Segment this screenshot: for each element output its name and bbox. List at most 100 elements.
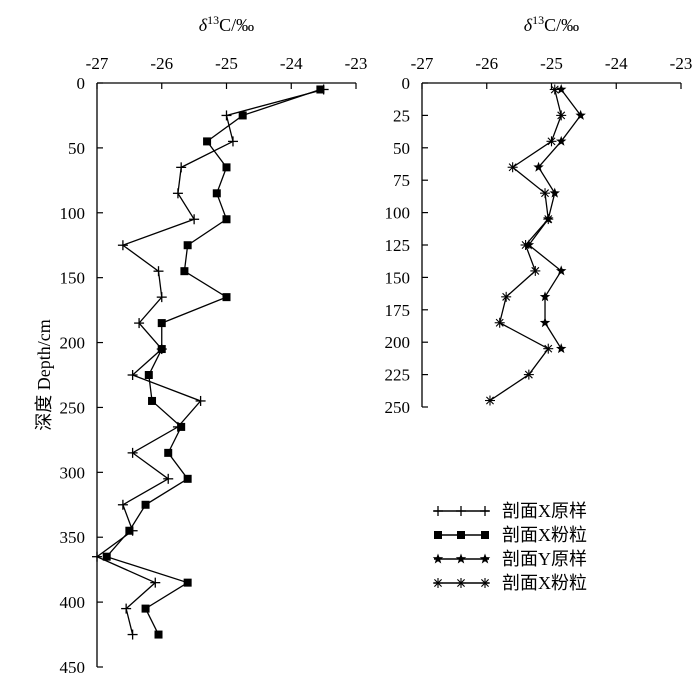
data-point-square — [144, 371, 153, 379]
y-tick-label: 0 — [402, 74, 411, 93]
x-tick-label: -26 — [150, 54, 173, 73]
y-tick-label: 200 — [385, 333, 411, 352]
y-tick-label: 350 — [60, 528, 86, 547]
data-point-plus — [189, 214, 200, 225]
data-point-star — [533, 161, 544, 172]
x-tick-label: -23 — [345, 54, 368, 73]
data-point-asterisk — [494, 317, 505, 328]
data-point-asterisk — [507, 162, 518, 173]
data-point-star — [539, 317, 551, 328]
legend-marker-star — [455, 553, 467, 564]
x-tick-label: -24 — [280, 54, 303, 73]
legend-entry: 剖面Y原样 — [432, 549, 587, 569]
data-point-square — [177, 422, 186, 431]
data-point-plus — [176, 162, 187, 173]
y-tick-label: 175 — [385, 301, 411, 320]
y-tick-label: 250 — [60, 398, 86, 417]
y-tick-label: 75 — [393, 171, 410, 190]
x-tick-label: -27 — [411, 54, 434, 73]
y-tick-label: 0 — [77, 74, 86, 93]
x-tick-label: -26 — [475, 54, 498, 73]
data-point-square — [164, 448, 173, 457]
data-point-plus — [195, 395, 206, 406]
data-point-square — [222, 215, 231, 224]
data-point-plus — [117, 499, 128, 510]
series-line — [95, 88, 324, 635]
data-point-asterisk — [520, 240, 531, 250]
y-tick-label: 250 — [385, 398, 411, 417]
legend-marker-asterisk — [480, 578, 490, 588]
data-point-square — [141, 604, 150, 613]
y-tick-label: 50 — [393, 139, 410, 158]
data-point-plus — [163, 473, 174, 484]
data-point-square — [148, 396, 157, 405]
series-line — [527, 89, 582, 350]
series-plus — [92, 84, 329, 640]
legend-marker-plus — [480, 506, 490, 516]
data-point-square — [157, 345, 166, 354]
x-tick-label: -24 — [605, 54, 628, 73]
data-point-plus — [156, 292, 167, 303]
data-point-square — [180, 267, 189, 276]
y-tick-label: 100 — [60, 204, 86, 223]
legend-label: 剖面X粉粒 — [502, 573, 587, 593]
legend-marker-square — [434, 531, 442, 539]
data-point-square — [238, 111, 247, 120]
series-asterisk — [484, 84, 567, 406]
data-point-asterisk — [540, 188, 551, 199]
series-square — [102, 85, 325, 639]
data-point-plus — [153, 266, 164, 277]
data-point-square — [183, 578, 192, 587]
data-point-star — [539, 291, 551, 302]
legend-label: 剖面X原样 — [502, 501, 587, 521]
data-point-plus — [127, 370, 138, 380]
data-point-plus — [227, 136, 238, 147]
data-point-asterisk — [530, 265, 541, 276]
y-tick-label: 225 — [385, 366, 411, 385]
data-point-asterisk — [543, 343, 554, 354]
data-point-square — [183, 474, 192, 483]
panel-right: -27 -26 -25 -24 -23 0 25 50 75 100 125 150 175 200 225… — [385, 13, 693, 417]
data-point-star — [555, 343, 567, 354]
data-point-square — [183, 241, 192, 250]
series-star — [523, 83, 586, 354]
y-tick-label: 200 — [60, 334, 86, 353]
data-point-plus — [92, 551, 102, 562]
legend-entry: 剖面X粉粒 — [433, 573, 587, 593]
data-point-plus — [221, 110, 232, 121]
y-tick-label: 150 — [385, 268, 411, 287]
y-tick-label: 125 — [385, 236, 411, 255]
legend-label: 剖面X粉粒 — [502, 525, 587, 545]
data-point-asterisk — [501, 291, 512, 302]
legend-marker-star — [432, 553, 444, 564]
data-point-asterisk — [556, 110, 567, 121]
x-tick-label: -25 — [540, 54, 563, 73]
data-point-square — [157, 319, 166, 328]
y-tick-label: 50 — [68, 139, 85, 158]
y-tick-label: 400 — [60, 593, 86, 612]
legend-marker-square — [457, 531, 465, 539]
data-point-star — [555, 83, 567, 94]
data-point-square — [102, 552, 111, 561]
data-point-star — [555, 265, 567, 276]
data-point-asterisk — [549, 84, 560, 95]
data-point-asterisk — [546, 136, 557, 147]
data-point-plus — [172, 188, 183, 199]
data-point-plus — [121, 603, 132, 614]
legend-marker-star — [479, 553, 491, 564]
x-tick-label: -25 — [215, 54, 238, 73]
legend-marker-asterisk — [433, 578, 443, 588]
legend-marker-plus — [456, 506, 466, 516]
y-axis-title: 深度 Depth/cm — [34, 319, 54, 430]
data-point-asterisk — [543, 214, 554, 225]
legend-entry: 剖面X原样 — [433, 501, 587, 521]
data-point-plus — [134, 318, 145, 329]
legend-entry: 剖面X粉粒 — [434, 525, 587, 545]
data-point-square — [212, 189, 221, 198]
x-tick-label: -23 — [670, 54, 693, 73]
data-point-star — [555, 135, 567, 146]
legend-marker-asterisk — [456, 578, 466, 588]
data-point-star — [575, 109, 586, 120]
series-line — [105, 88, 321, 635]
